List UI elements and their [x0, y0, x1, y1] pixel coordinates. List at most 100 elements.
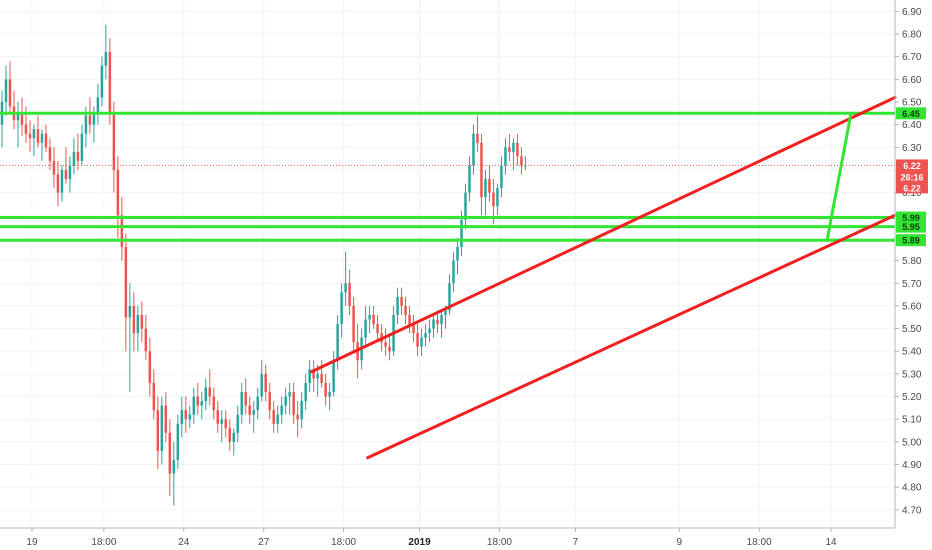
candle-body	[192, 396, 196, 415]
y-tick-label: 6.10	[902, 188, 922, 199]
candle-body	[396, 296, 399, 315]
candle-body	[276, 414, 279, 424]
x-tick-label: 19	[26, 537, 38, 548]
candle-body	[384, 342, 387, 347]
candle-body	[488, 179, 491, 193]
candle-body	[204, 387, 208, 402]
candle-body	[128, 305, 132, 318]
candle-body	[160, 405, 164, 451]
candle-body	[92, 113, 96, 125]
candle-body	[8, 79, 12, 107]
candle-body	[296, 414, 299, 420]
horizontal-levels	[0, 111, 895, 242]
trend-line	[366, 213, 897, 460]
candle-body	[244, 392, 247, 406]
candle-body	[424, 333, 427, 338]
candle-body	[60, 169, 64, 193]
candle-body	[344, 283, 347, 293]
y-tick-label: 5.40	[902, 347, 922, 358]
y-tick-label: 5.10	[902, 415, 922, 426]
x-tick-label: 2019	[408, 537, 431, 548]
candle-body	[132, 305, 136, 334]
level-badge-label: 6.45	[902, 109, 920, 119]
candle-body	[140, 314, 144, 329]
candle-body	[420, 337, 423, 347]
plot-background	[0, 0, 895, 528]
y-tick-label: 6.60	[902, 75, 922, 86]
candle-body	[468, 165, 471, 193]
candle-body	[460, 219, 463, 248]
y-tick-label: 5.00	[902, 437, 922, 448]
candle-body	[228, 428, 231, 442]
candle-body	[196, 396, 200, 406]
candle-body	[104, 52, 108, 66]
candle-body	[248, 405, 251, 415]
candle-body	[496, 188, 499, 207]
candle-body	[164, 405, 168, 433]
candle-body	[484, 179, 487, 198]
current-price-label-secondary: 6.22	[903, 183, 921, 193]
candle-body	[64, 169, 68, 180]
y-tick-label: 5.70	[902, 279, 922, 290]
candle-body	[112, 113, 116, 170]
candle-body	[264, 373, 267, 393]
candle-body	[216, 410, 219, 424]
candle-body	[136, 314, 140, 334]
level-badge-label: 5.99	[902, 213, 920, 223]
current-price-badge	[896, 159, 928, 194]
candle-body	[436, 319, 439, 325]
candle-body	[108, 52, 112, 114]
x-tick-label: 24	[178, 537, 190, 548]
candle-body	[340, 292, 343, 325]
current-price-label: 6.22	[903, 161, 921, 171]
time-axis[interactable]: 19 18:00 24 27 18:00 2019 18:00 7 9 18:00 14	[26, 528, 837, 548]
candle-body	[124, 247, 128, 318]
candlestick-series	[0, 24, 895, 506]
candle-body	[300, 401, 303, 420]
price-axis[interactable]: 4.70 4.80 4.90 5.00 5.10 5.20 5.30 5.40 5.50 5.60…	[895, 7, 922, 517]
candle-body	[372, 314, 375, 325]
candle-body	[152, 382, 156, 411]
candle-body	[388, 346, 391, 352]
level-badge	[896, 107, 926, 120]
candle-body	[348, 283, 351, 306]
y-tick-label: 4.70	[902, 505, 922, 516]
candle-body	[452, 260, 455, 284]
candle-body	[236, 414, 239, 433]
x-tick-label: 14	[826, 537, 838, 548]
candle-body	[416, 333, 419, 347]
candle-body	[336, 324, 339, 361]
candle-body	[188, 414, 192, 420]
candle-body	[52, 160, 56, 175]
candle-body	[516, 142, 519, 157]
candle-body	[288, 392, 291, 397]
candle-body	[320, 373, 323, 383]
candle-body	[456, 247, 459, 261]
candle-body	[100, 65, 104, 98]
candle-body	[316, 373, 319, 379]
candle-body	[28, 133, 32, 139]
candle-body	[304, 382, 307, 402]
candle-body	[444, 310, 447, 315]
x-tick-label: 27	[258, 537, 270, 548]
candle-body	[328, 392, 331, 397]
candle-body	[68, 165, 72, 180]
candle-body	[72, 151, 76, 166]
candle-body	[352, 305, 355, 343]
candle-body	[144, 328, 148, 352]
y-tick-label: 6.70	[902, 52, 922, 63]
candle-body	[20, 113, 24, 125]
x-tick-label: 7	[573, 537, 579, 548]
candle-body	[404, 305, 407, 315]
countdown-timer: 26:16	[900, 172, 923, 182]
candle-body	[260, 373, 263, 397]
trend-line	[310, 95, 897, 374]
trend-lines	[310, 95, 897, 460]
candle-body	[32, 129, 36, 139]
y-tick-label: 4.90	[902, 460, 922, 471]
candle-body	[480, 142, 483, 198]
candle-body	[284, 396, 287, 406]
candle-body	[24, 124, 28, 134]
